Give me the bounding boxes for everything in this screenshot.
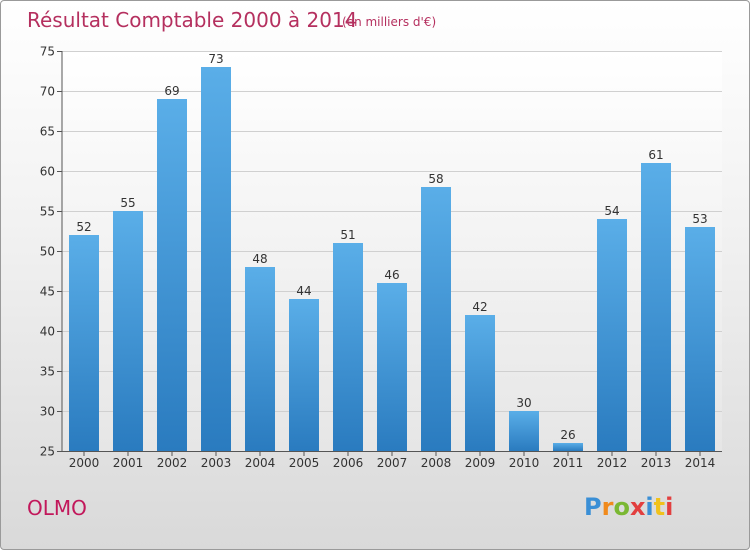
bar-2002 — [157, 99, 187, 451]
x-tick-label-2004: 2004 — [245, 456, 276, 470]
y-tick-label: 75 — [40, 45, 55, 59]
bar-2001 — [113, 211, 143, 451]
y-tick-label: 60 — [40, 165, 55, 179]
value-labels: 52 55 69 73 48 44 51 46 58 42 30 26 54 61 53 — [76, 52, 707, 442]
y-tick-label: 30 — [40, 405, 55, 419]
value-label-2002: 69 — [164, 84, 179, 98]
value-label-2005: 44 — [296, 284, 311, 298]
bar-2000 — [69, 235, 99, 451]
logo-letter: t — [654, 493, 665, 521]
x-tick-label-2009: 2009 — [465, 456, 496, 470]
x-tick-label-2010: 2010 — [509, 456, 540, 470]
value-label-2009: 42 — [472, 300, 487, 314]
x-axis-ticks: 2000 2001 2002 2003 2004 2005 2006 2007 2008 2009… — [69, 451, 716, 470]
chart-subtitle: (en milliers d'€) — [342, 15, 436, 29]
y-tick-label: 45 — [40, 285, 55, 299]
logo-letter: i — [665, 493, 673, 521]
bar-2006 — [333, 243, 363, 451]
bar-2010 — [509, 411, 539, 451]
x-tick-label-2013: 2013 — [641, 456, 672, 470]
bar-2013 — [641, 163, 671, 451]
bar-2005 — [289, 299, 319, 451]
value-label-2007: 46 — [384, 268, 399, 282]
value-label-2000: 52 — [76, 220, 91, 234]
bar-2003 — [201, 67, 231, 451]
proxiti-logo-text: Proxiti — [584, 493, 673, 521]
x-tick-label-2012: 2012 — [597, 456, 628, 470]
x-tick-label-2008: 2008 — [421, 456, 452, 470]
logo-letter: P — [584, 493, 602, 521]
logo-letter: r — [602, 493, 614, 521]
chart-title: Résultat Comptable 2000 à 2014 — [27, 8, 357, 32]
x-tick-label-2014: 2014 — [685, 456, 716, 470]
value-label-2012: 54 — [604, 204, 619, 218]
value-label-2001: 55 — [120, 196, 135, 210]
x-tick-label-2011: 2011 — [553, 456, 584, 470]
bar-2012 — [597, 219, 627, 451]
bar-2009 — [465, 315, 495, 451]
value-label-2013: 61 — [648, 148, 663, 162]
y-tick-label: 25 — [40, 445, 55, 459]
x-tick-label-2007: 2007 — [377, 456, 408, 470]
value-label-2004: 48 — [252, 252, 267, 266]
bar-2014 — [685, 227, 715, 451]
value-label-2006: 51 — [340, 228, 355, 242]
bar-2008 — [421, 187, 451, 451]
place-name: OLMO — [27, 496, 87, 520]
value-label-2003: 73 — [208, 52, 223, 66]
value-label-2008: 58 — [428, 172, 443, 186]
y-tick-label: 55 — [40, 205, 55, 219]
logo-letter: x — [630, 493, 646, 521]
y-tick-label: 70 — [40, 85, 55, 99]
bar-2007 — [377, 283, 407, 451]
x-tick-label-2002: 2002 — [157, 456, 188, 470]
bar-2004 — [245, 267, 275, 451]
value-label-2010: 30 — [516, 396, 531, 410]
x-tick-label-2001: 2001 — [113, 456, 144, 470]
value-label-2011: 26 — [560, 428, 575, 442]
bars — [69, 67, 715, 451]
y-tick-label: 35 — [40, 365, 55, 379]
y-tick-label: 40 — [40, 325, 55, 339]
x-tick-label-2003: 2003 — [201, 456, 232, 470]
x-tick-label-2006: 2006 — [333, 456, 364, 470]
y-axis-ticks: 25 30 35 40 45 50 55 60 65 70 75 — [40, 45, 62, 459]
value-label-2014: 53 — [692, 212, 707, 226]
x-tick-label-2000: 2000 — [69, 456, 100, 470]
y-tick-label: 50 — [40, 245, 55, 259]
x-tick-label-2005: 2005 — [289, 456, 320, 470]
logo-letter: i — [645, 493, 653, 521]
proxiti-logo: Proxiti — [584, 493, 673, 521]
y-tick-label: 65 — [40, 125, 55, 139]
logo-letter: o — [613, 493, 630, 521]
bar-2011 — [553, 443, 583, 451]
